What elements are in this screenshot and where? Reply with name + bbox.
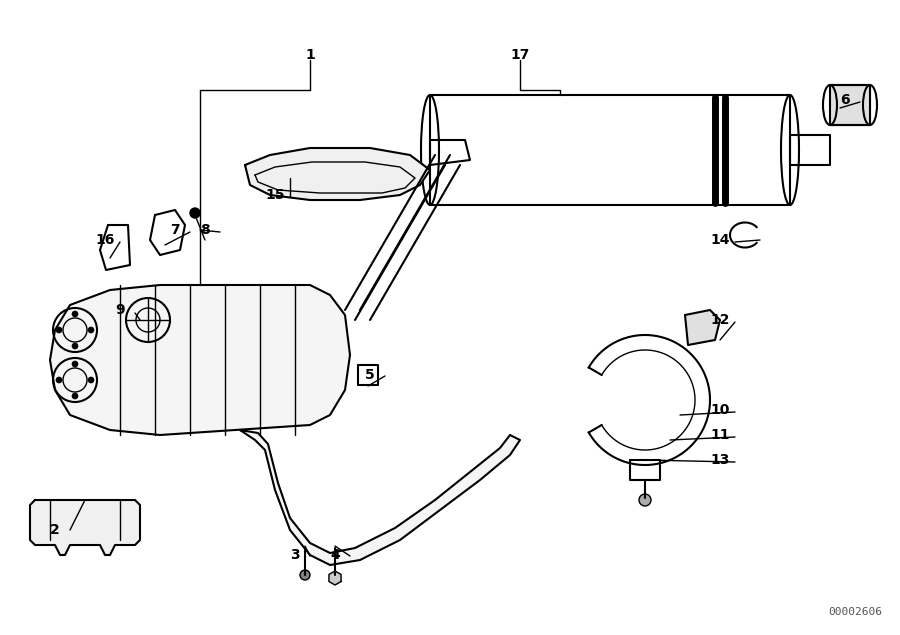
Circle shape bbox=[56, 327, 62, 333]
Text: 9: 9 bbox=[115, 303, 125, 317]
Polygon shape bbox=[30, 500, 140, 555]
Text: 6: 6 bbox=[841, 93, 850, 107]
Polygon shape bbox=[50, 285, 350, 435]
Circle shape bbox=[190, 208, 200, 218]
Text: 4: 4 bbox=[330, 548, 340, 562]
Text: 00002606: 00002606 bbox=[828, 607, 882, 617]
Text: 17: 17 bbox=[510, 48, 530, 62]
Text: 16: 16 bbox=[95, 233, 114, 247]
Polygon shape bbox=[685, 310, 720, 345]
Text: 8: 8 bbox=[200, 223, 210, 237]
Circle shape bbox=[300, 570, 310, 580]
Text: 1: 1 bbox=[305, 48, 315, 62]
Text: 11: 11 bbox=[710, 428, 730, 442]
Text: 3: 3 bbox=[290, 548, 300, 562]
Circle shape bbox=[72, 343, 78, 349]
Polygon shape bbox=[240, 430, 520, 565]
Circle shape bbox=[88, 377, 94, 383]
Text: 10: 10 bbox=[710, 403, 730, 417]
Polygon shape bbox=[245, 148, 430, 200]
Polygon shape bbox=[830, 85, 870, 125]
Circle shape bbox=[72, 393, 78, 399]
Circle shape bbox=[72, 361, 78, 367]
Text: 2: 2 bbox=[50, 523, 60, 537]
Circle shape bbox=[56, 377, 62, 383]
Polygon shape bbox=[328, 571, 341, 585]
Text: 13: 13 bbox=[710, 453, 730, 467]
Circle shape bbox=[639, 494, 651, 506]
Text: 5: 5 bbox=[365, 368, 375, 382]
Text: 14: 14 bbox=[710, 233, 730, 247]
Text: 15: 15 bbox=[266, 188, 284, 202]
Text: 7: 7 bbox=[170, 223, 180, 237]
Circle shape bbox=[72, 311, 78, 317]
Circle shape bbox=[88, 327, 94, 333]
Text: 12: 12 bbox=[710, 313, 730, 327]
